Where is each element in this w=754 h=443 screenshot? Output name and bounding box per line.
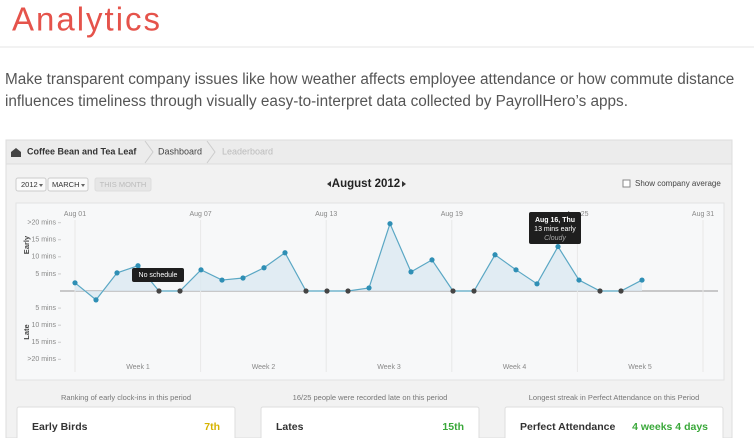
page-title: Analytics bbox=[12, 1, 162, 38]
separator bbox=[144, 140, 154, 164]
axis-label: Late bbox=[22, 324, 31, 339]
point bbox=[450, 288, 456, 294]
x-label: Week 1 bbox=[126, 364, 150, 371]
point bbox=[534, 281, 540, 287]
point bbox=[93, 297, 99, 303]
breadcrumb[interactable]: Coffee Bean and Tea Leaf bbox=[27, 146, 137, 156]
point bbox=[114, 270, 120, 276]
y-tick-label: 5 mins bbox=[35, 271, 56, 278]
stat-card bbox=[504, 406, 724, 443]
point bbox=[282, 250, 288, 256]
separator bbox=[206, 140, 216, 164]
dropdown-arrow bbox=[81, 184, 85, 187]
point bbox=[555, 243, 561, 250]
this-month-button[interactable] bbox=[94, 177, 152, 192]
y-tick-label: 5 mins bbox=[35, 305, 56, 312]
point bbox=[408, 269, 414, 275]
stat-card bbox=[260, 406, 480, 443]
y-tick-label: 15 mins bbox=[31, 237, 56, 244]
tooltip bbox=[132, 268, 184, 282]
x-label: Week 3 bbox=[377, 364, 401, 371]
next-arrow[interactable] bbox=[402, 181, 406, 187]
y-tick-label: 15 mins bbox=[31, 339, 56, 346]
x-label: Aug 01 bbox=[64, 211, 86, 218]
stat-caption: 16/25 people were recorded late on this … bbox=[293, 393, 448, 402]
point bbox=[135, 263, 141, 269]
y-tick-label: 10 mins bbox=[31, 322, 56, 329]
area bbox=[75, 223, 642, 300]
y-tick-label: >20 mins bbox=[27, 356, 56, 363]
y-tick-label: >20 mins bbox=[27, 220, 56, 227]
stat-value: 4 weeks 4 days bbox=[632, 421, 708, 433]
home-icon[interactable] bbox=[11, 148, 21, 157]
stat-value: 7th bbox=[204, 421, 220, 433]
stat-label: Perfect Attendance bbox=[520, 421, 615, 433]
point bbox=[72, 280, 78, 286]
description: influences timeliness through visually e… bbox=[5, 93, 628, 110]
point bbox=[345, 288, 351, 294]
point bbox=[471, 288, 477, 294]
point bbox=[618, 288, 624, 294]
tooltip-text: Aug 16, Thu bbox=[535, 217, 575, 224]
point bbox=[303, 288, 309, 294]
x-label: Aug 31 bbox=[692, 211, 714, 218]
point bbox=[219, 277, 225, 283]
x-label: Week 2 bbox=[252, 364, 276, 371]
point bbox=[156, 288, 162, 294]
point bbox=[177, 288, 183, 294]
point bbox=[198, 267, 204, 273]
tooltip-text: 13 mins early bbox=[534, 226, 576, 233]
checkbox[interactable] bbox=[622, 179, 631, 188]
point bbox=[639, 277, 645, 283]
x-label: Aug 07 bbox=[190, 211, 212, 218]
x-label: Aug 13 bbox=[315, 211, 337, 218]
point bbox=[429, 257, 435, 263]
point bbox=[513, 267, 519, 273]
point bbox=[240, 275, 246, 281]
point bbox=[324, 288, 330, 294]
point bbox=[366, 285, 372, 291]
chart-title: August 2012 bbox=[332, 178, 400, 190]
description: Make transparent company issues like how… bbox=[5, 71, 734, 88]
year-select[interactable] bbox=[15, 177, 47, 192]
stat-value: 15th bbox=[442, 421, 464, 433]
stat-label: Lates bbox=[276, 421, 304, 433]
year: 2012 bbox=[21, 180, 38, 189]
point bbox=[597, 288, 603, 294]
x-label: Week 4 bbox=[503, 364, 527, 371]
x-label: Week 5 bbox=[628, 364, 652, 371]
stat-label: Early Birds bbox=[32, 421, 88, 433]
prev-arrow[interactable] bbox=[327, 181, 331, 187]
point bbox=[387, 221, 393, 227]
point bbox=[492, 252, 498, 258]
stat-card bbox=[16, 406, 236, 443]
axis-label: Early bbox=[22, 235, 31, 254]
dropdown-arrow bbox=[39, 184, 43, 187]
y-tick-label: 10 mins bbox=[31, 254, 56, 261]
line bbox=[74, 222, 643, 301]
point bbox=[576, 277, 582, 283]
breadcrumb[interactable]: Leaderboard bbox=[222, 146, 273, 156]
point bbox=[261, 265, 267, 271]
tooltip bbox=[529, 212, 581, 244]
stat-caption: Ranking of early clock-ins in this perio… bbox=[61, 393, 191, 402]
x-label: Aug 19 bbox=[441, 211, 463, 218]
breadcrumb[interactable]: Dashboard bbox=[158, 146, 202, 156]
month-select[interactable] bbox=[47, 177, 89, 192]
tooltip-text: No schedule bbox=[139, 272, 178, 279]
breadcrumb-bar bbox=[5, 139, 733, 165]
stat-caption: Longest streak in Perfect Attendance on … bbox=[529, 393, 700, 402]
checkbox-label: Show company average bbox=[635, 179, 721, 188]
this-month: THIS MONTH bbox=[100, 180, 147, 189]
tooltip-text: Cloudy bbox=[544, 235, 566, 242]
month: MARCH bbox=[52, 180, 80, 189]
